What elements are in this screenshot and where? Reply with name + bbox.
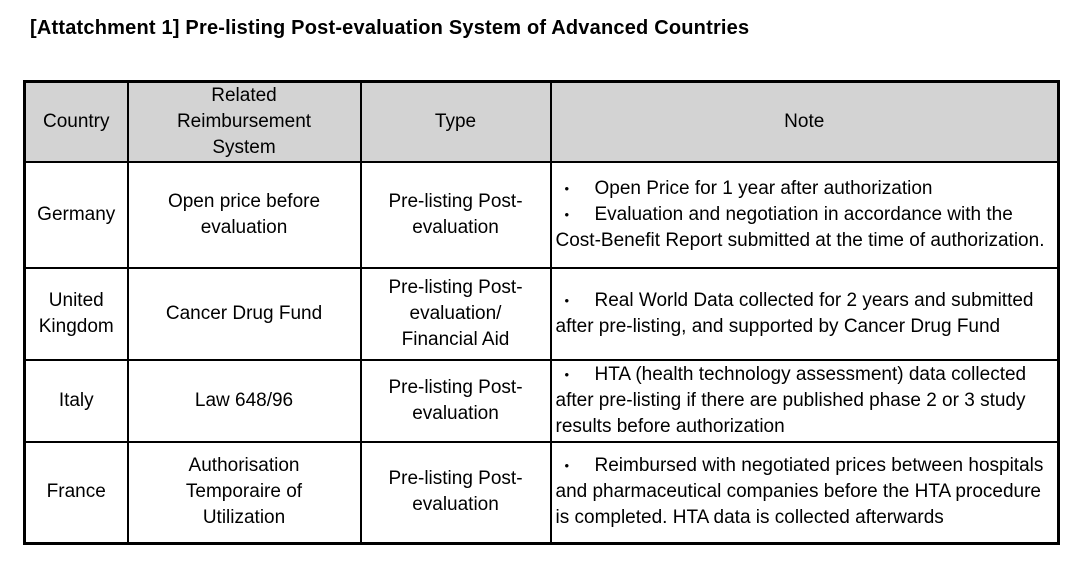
note-text: Real World Data collected for 2 years an… — [555, 290, 1034, 337]
country-label: Germany — [37, 204, 116, 225]
pre-listing-table: Country Related Reimbursement System Typ… — [23, 80, 1060, 545]
cell-country: France — [23, 441, 129, 544]
note-item: • Evaluation and negotiation in accordanc… — [556, 202, 1052, 254]
note-text: Reimbursed with negotiated prices betwee… — [555, 455, 1044, 529]
note-text: HTA (health technology assessment) data … — [555, 364, 1027, 437]
type-label: Pre-listing Post-evaluation — [388, 191, 523, 238]
header-country: Country — [23, 80, 129, 163]
type-label: Pre-listing Post-evaluation/ Financial A… — [388, 277, 523, 350]
cell-note: • Real World Data collected for 2 years a… — [549, 267, 1060, 361]
bullet-icon: • — [564, 367, 570, 382]
table-row-united-kingdom: United Kingdom Cancer Drug Fund Pre-list… — [23, 267, 1060, 361]
cell-country: Italy — [23, 359, 129, 443]
cell-reimbursement-system: Authorisation Temporaire of Utilization — [126, 441, 362, 544]
header-note-label: Note — [784, 111, 825, 132]
cell-type: Pre-listing Post-evaluation/ Financial A… — [359, 267, 552, 361]
cell-country: United Kingdom — [23, 267, 129, 361]
bullet-icon: • — [564, 181, 570, 196]
note-item: • Real World Data collected for 2 years a… — [556, 288, 1052, 340]
country-label: Italy — [58, 390, 94, 411]
note-item: • Open Price for 1 year after authorizati… — [556, 176, 1052, 202]
bullet-icon: • — [564, 458, 570, 474]
system-label: Authorisation Temporaire of Utilization — [185, 455, 303, 529]
type-label: Pre-listing Post-evaluation — [388, 377, 523, 424]
note-text: Evaluation and negotiation in accordance… — [555, 204, 1045, 251]
cell-note: • Open Price for 1 year after authorizati… — [549, 161, 1060, 269]
header-type-label: Type — [434, 111, 477, 132]
header-note: Note — [549, 80, 1060, 163]
system-label: Law 648/96 — [194, 390, 294, 411]
cell-country: Germany — [23, 161, 129, 269]
type-label: Pre-listing Post-evaluation — [388, 468, 523, 516]
country-label: France — [46, 481, 106, 503]
cell-note: • Reimbursed with negotiated prices betwe… — [549, 441, 1060, 544]
table-row-germany: Germany Open price before evaluation Pre… — [23, 161, 1060, 269]
note-item: • HTA (health technology assessment) data… — [556, 362, 1052, 440]
note-item: • Reimbursed with negotiated prices betwe… — [556, 453, 1052, 531]
header-related-reimbursement-system: Related Reimbursement System — [126, 80, 362, 163]
table-row-france: France Authorisation Temporaire of Utili… — [23, 441, 1060, 544]
bullet-icon: • — [564, 293, 570, 308]
note-text: Open Price for 1 year after authorizatio… — [594, 178, 933, 199]
header-type: Type — [359, 80, 552, 163]
header-country-label: Country — [42, 111, 110, 132]
table-header-row: Country Related Reimbursement System Typ… — [23, 80, 1060, 163]
header-system-label: Related Reimbursement System — [176, 85, 312, 158]
cell-reimbursement-system: Law 648/96 — [126, 359, 362, 443]
bullet-icon: • — [564, 207, 570, 222]
cell-type: Pre-listing Post-evaluation — [359, 441, 552, 544]
table-row-italy: Italy Law 648/96 Pre-listing Post-evalua… — [23, 359, 1060, 443]
system-label: Open price before evaluation — [167, 191, 321, 238]
cell-type: Pre-listing Post-evaluation — [359, 359, 552, 443]
cell-reimbursement-system: Open price before evaluation — [126, 161, 362, 269]
page-title: [Attatchment 1] Pre-listing Post-evaluat… — [30, 17, 750, 39]
cell-note: • HTA (health technology assessment) data… — [549, 359, 1060, 443]
cell-reimbursement-system: Cancer Drug Fund — [126, 267, 362, 361]
cell-type: Pre-listing Post-evaluation — [359, 161, 552, 269]
system-label: Cancer Drug Fund — [165, 303, 323, 324]
country-label: United Kingdom — [38, 290, 114, 337]
